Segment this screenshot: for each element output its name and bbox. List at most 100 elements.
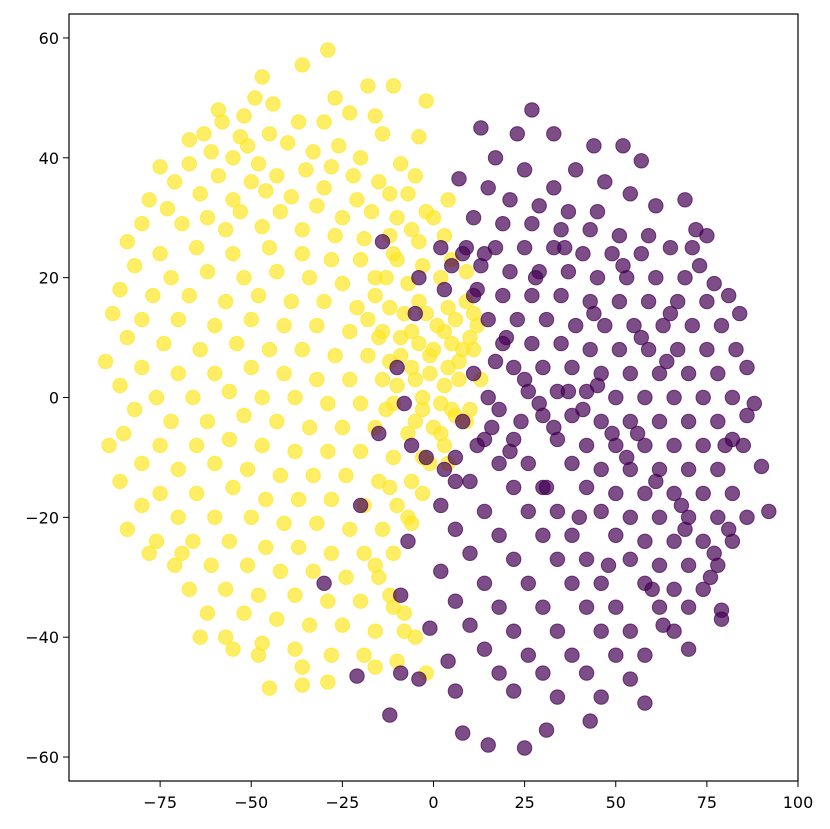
data-point: [440, 653, 456, 669]
data-point: [538, 479, 555, 496]
data-point: [666, 437, 682, 454]
data-point: [367, 108, 383, 124]
data-point: [608, 485, 624, 502]
data-point: [225, 479, 241, 496]
data-point: [385, 449, 402, 466]
data-point: [393, 587, 409, 603]
data-point: [622, 551, 638, 567]
y-tick-label: −60: [25, 748, 59, 767]
data-point: [316, 575, 332, 591]
data-point: [192, 629, 208, 645]
data-point: [298, 162, 314, 178]
data-point: [382, 299, 398, 316]
data-point: [436, 281, 453, 298]
data-point: [316, 293, 332, 310]
data-point: [221, 383, 238, 400]
data-point: [535, 599, 551, 615]
data-point: [702, 569, 719, 585]
data-point: [360, 311, 376, 328]
data-point: [670, 341, 686, 358]
data-point: [360, 78, 376, 94]
data-point: [360, 347, 376, 364]
data-point: [538, 722, 555, 738]
data-point: [254, 69, 270, 85]
data-point: [527, 270, 544, 286]
data-point: [516, 740, 533, 756]
data-point: [546, 419, 562, 436]
data-point: [403, 473, 420, 490]
data-point: [301, 419, 318, 436]
data-point: [699, 293, 715, 310]
data-point: [546, 126, 562, 142]
data-point: [506, 359, 522, 376]
data-point: [564, 575, 580, 591]
data-point: [597, 317, 613, 334]
data-point: [615, 138, 631, 154]
data-point: [589, 270, 606, 286]
data-point: [680, 557, 697, 573]
data-point: [622, 509, 638, 525]
data-point: [491, 455, 507, 472]
data-point: [651, 413, 668, 430]
data-point: [433, 497, 449, 514]
data-point: [239, 557, 256, 573]
data-point: [455, 246, 471, 262]
data-point: [301, 270, 318, 286]
data-point: [633, 246, 649, 262]
data-point: [141, 192, 157, 208]
data-point: [367, 623, 383, 639]
data-point: [134, 455, 150, 472]
data-point: [640, 341, 657, 358]
data-point: [440, 299, 456, 316]
data-point: [334, 419, 351, 436]
data-point: [680, 413, 697, 430]
data-point: [713, 611, 730, 627]
data-point: [320, 443, 336, 460]
data-point: [305, 563, 321, 579]
data-point: [236, 270, 252, 286]
data-point: [604, 246, 620, 262]
data-point: [174, 545, 190, 561]
data-point: [400, 509, 416, 525]
data-point: [662, 240, 679, 256]
data-point: [221, 431, 238, 448]
data-point: [152, 159, 168, 175]
data-point: [633, 153, 649, 169]
data-point: [152, 437, 168, 454]
data-point: [327, 347, 343, 364]
data-point: [309, 515, 325, 531]
data-point: [491, 665, 507, 681]
data-point: [622, 365, 638, 382]
data-point: [382, 479, 398, 496]
data-point: [218, 581, 234, 597]
data-point: [684, 317, 700, 334]
data-point: [593, 689, 609, 705]
data-point: [677, 521, 693, 537]
data-point: [283, 189, 299, 205]
data-point: [721, 521, 737, 537]
data-point: [655, 317, 671, 334]
data-point: [418, 93, 434, 109]
data-point: [196, 126, 212, 142]
points-layer: [97, 42, 777, 756]
data-point: [659, 353, 675, 370]
data-point: [433, 395, 449, 412]
data-point: [677, 270, 693, 286]
data-point: [378, 270, 394, 286]
data-point: [290, 491, 307, 508]
data-point: [352, 443, 369, 460]
data-point: [327, 90, 343, 106]
data-point: [363, 204, 380, 220]
data-point: [622, 623, 638, 639]
data-point: [320, 674, 336, 690]
data-point: [516, 162, 533, 178]
data-point: [622, 671, 638, 687]
data-point: [236, 407, 252, 424]
x-tick-label: −75: [143, 793, 177, 812]
x-tick-label: 75: [697, 793, 717, 812]
data-point: [352, 497, 369, 514]
data-point: [119, 329, 136, 346]
data-point: [637, 389, 653, 406]
data-point: [713, 317, 730, 334]
data-point: [261, 341, 278, 358]
